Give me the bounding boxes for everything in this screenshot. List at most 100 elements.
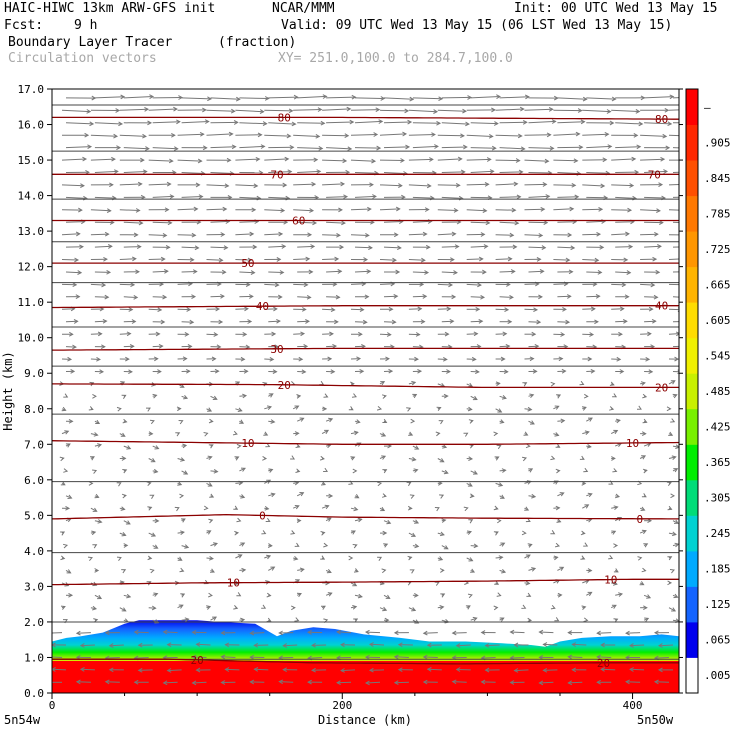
wind-vector-head [382, 418, 388, 423]
wind-vector [326, 296, 340, 298]
wind-vector-head [554, 405, 560, 410]
wind-vector-head [328, 417, 334, 423]
wind-vector-head [298, 356, 304, 362]
wind-vector-head [213, 332, 219, 337]
wind-vector-head [667, 556, 673, 561]
contour-label: 20 [655, 381, 668, 394]
wind-vector [441, 246, 459, 248]
organization: NCAR/MMM [272, 1, 335, 16]
wind-vector [582, 109, 611, 113]
wind-vector [470, 296, 485, 298]
wind-vector [441, 122, 469, 125]
wind-vector-head [68, 331, 74, 337]
wind-vector-head [277, 294, 283, 300]
wind-vector-head [87, 556, 93, 562]
wind-vector-head [364, 654, 370, 660]
wind-vector [239, 97, 269, 99]
wind-vector-head [163, 269, 169, 274]
wind-vector [181, 196, 203, 198]
wind-vector-head [681, 257, 685, 261]
wind-vector [177, 531, 184, 534]
wind-vector [354, 518, 362, 522]
wind-vector [528, 567, 536, 571]
wind-vector-head [327, 592, 333, 597]
wind-vector-head [422, 630, 428, 636]
wind-vector-head [545, 194, 551, 199]
wind-vector [499, 221, 519, 224]
wind-vector-head [580, 555, 586, 560]
wind-vector [601, 668, 616, 671]
wind-vector [297, 221, 317, 224]
wind-vector-head [589, 332, 595, 337]
wind-vector-head [176, 406, 182, 412]
wind-vector-head [609, 406, 615, 411]
wind-vector [495, 556, 503, 559]
wind-vector-head [624, 294, 630, 300]
wind-vector-head [282, 182, 288, 188]
wind-vector-head [628, 244, 634, 250]
wind-vector-head [505, 343, 511, 349]
wind-vector-head [550, 381, 556, 387]
wind-vector [611, 308, 624, 310]
wind-vector-head [75, 294, 81, 300]
wind-vector-head [319, 380, 325, 386]
wind-vector-head [135, 208, 141, 213]
wind-vector-head [659, 220, 664, 225]
wind-vector-head [364, 232, 370, 238]
wind-vector-head [542, 667, 548, 673]
wind-vector [61, 184, 84, 187]
wind-vector [206, 259, 223, 261]
wind-vector-head [212, 395, 218, 400]
wind-vector [408, 184, 431, 187]
wind-vector [365, 681, 381, 684]
wind-vector-head [642, 393, 648, 399]
wind-vector-head [121, 569, 127, 574]
wind-vector [582, 233, 601, 236]
wind-vector-head [67, 356, 73, 362]
wind-vector-head [542, 182, 548, 187]
wind-vector [268, 122, 296, 125]
wind-vector [495, 134, 522, 137]
wind-vector-head [311, 181, 317, 187]
wind-vector-head [361, 344, 366, 349]
wind-vector-head [386, 519, 392, 525]
wind-vector-head [583, 393, 589, 399]
x-tick-label: 0 [49, 699, 56, 712]
wind-vector [383, 321, 396, 323]
x-axis: 0 200 400 [49, 693, 642, 712]
wind-vector-head [86, 109, 92, 114]
wind-vector [379, 283, 395, 285]
wind-vector-head [522, 382, 528, 387]
wind-vector-head [241, 567, 247, 573]
wind-vector-head [480, 630, 486, 635]
wind-vector-head [556, 518, 562, 523]
wind-vector [177, 208, 198, 211]
wind-vector-head [666, 406, 672, 412]
wind-vector-head [133, 232, 139, 238]
wind-vector [643, 442, 651, 447]
wind-vector [394, 656, 409, 658]
wind-vector [582, 208, 603, 211]
wind-vector [94, 320, 107, 323]
wind-vector [383, 520, 391, 524]
wind-vector-head [409, 494, 415, 499]
contour-label: 20 [597, 657, 610, 670]
wind-vector-head [329, 331, 334, 337]
wind-vector-head [358, 331, 363, 337]
wind-vector-head [293, 555, 299, 561]
wind-vector [615, 196, 637, 199]
wind-vector-head [91, 530, 97, 536]
wind-vector-head [116, 406, 122, 412]
wind-vector-head [502, 331, 508, 337]
wind-vector-head [493, 431, 499, 437]
wind-vector-head [395, 206, 401, 212]
wind-vector [268, 96, 298, 99]
contour-label: 20 [278, 379, 291, 392]
wind-vector [528, 147, 554, 149]
wind-vector-head [176, 119, 181, 125]
wind-vector-head [555, 468, 561, 474]
wind-vector-head [332, 343, 338, 349]
wind-vector [626, 632, 641, 634]
wind-vector-head [262, 455, 268, 461]
wind-vector [640, 283, 655, 286]
